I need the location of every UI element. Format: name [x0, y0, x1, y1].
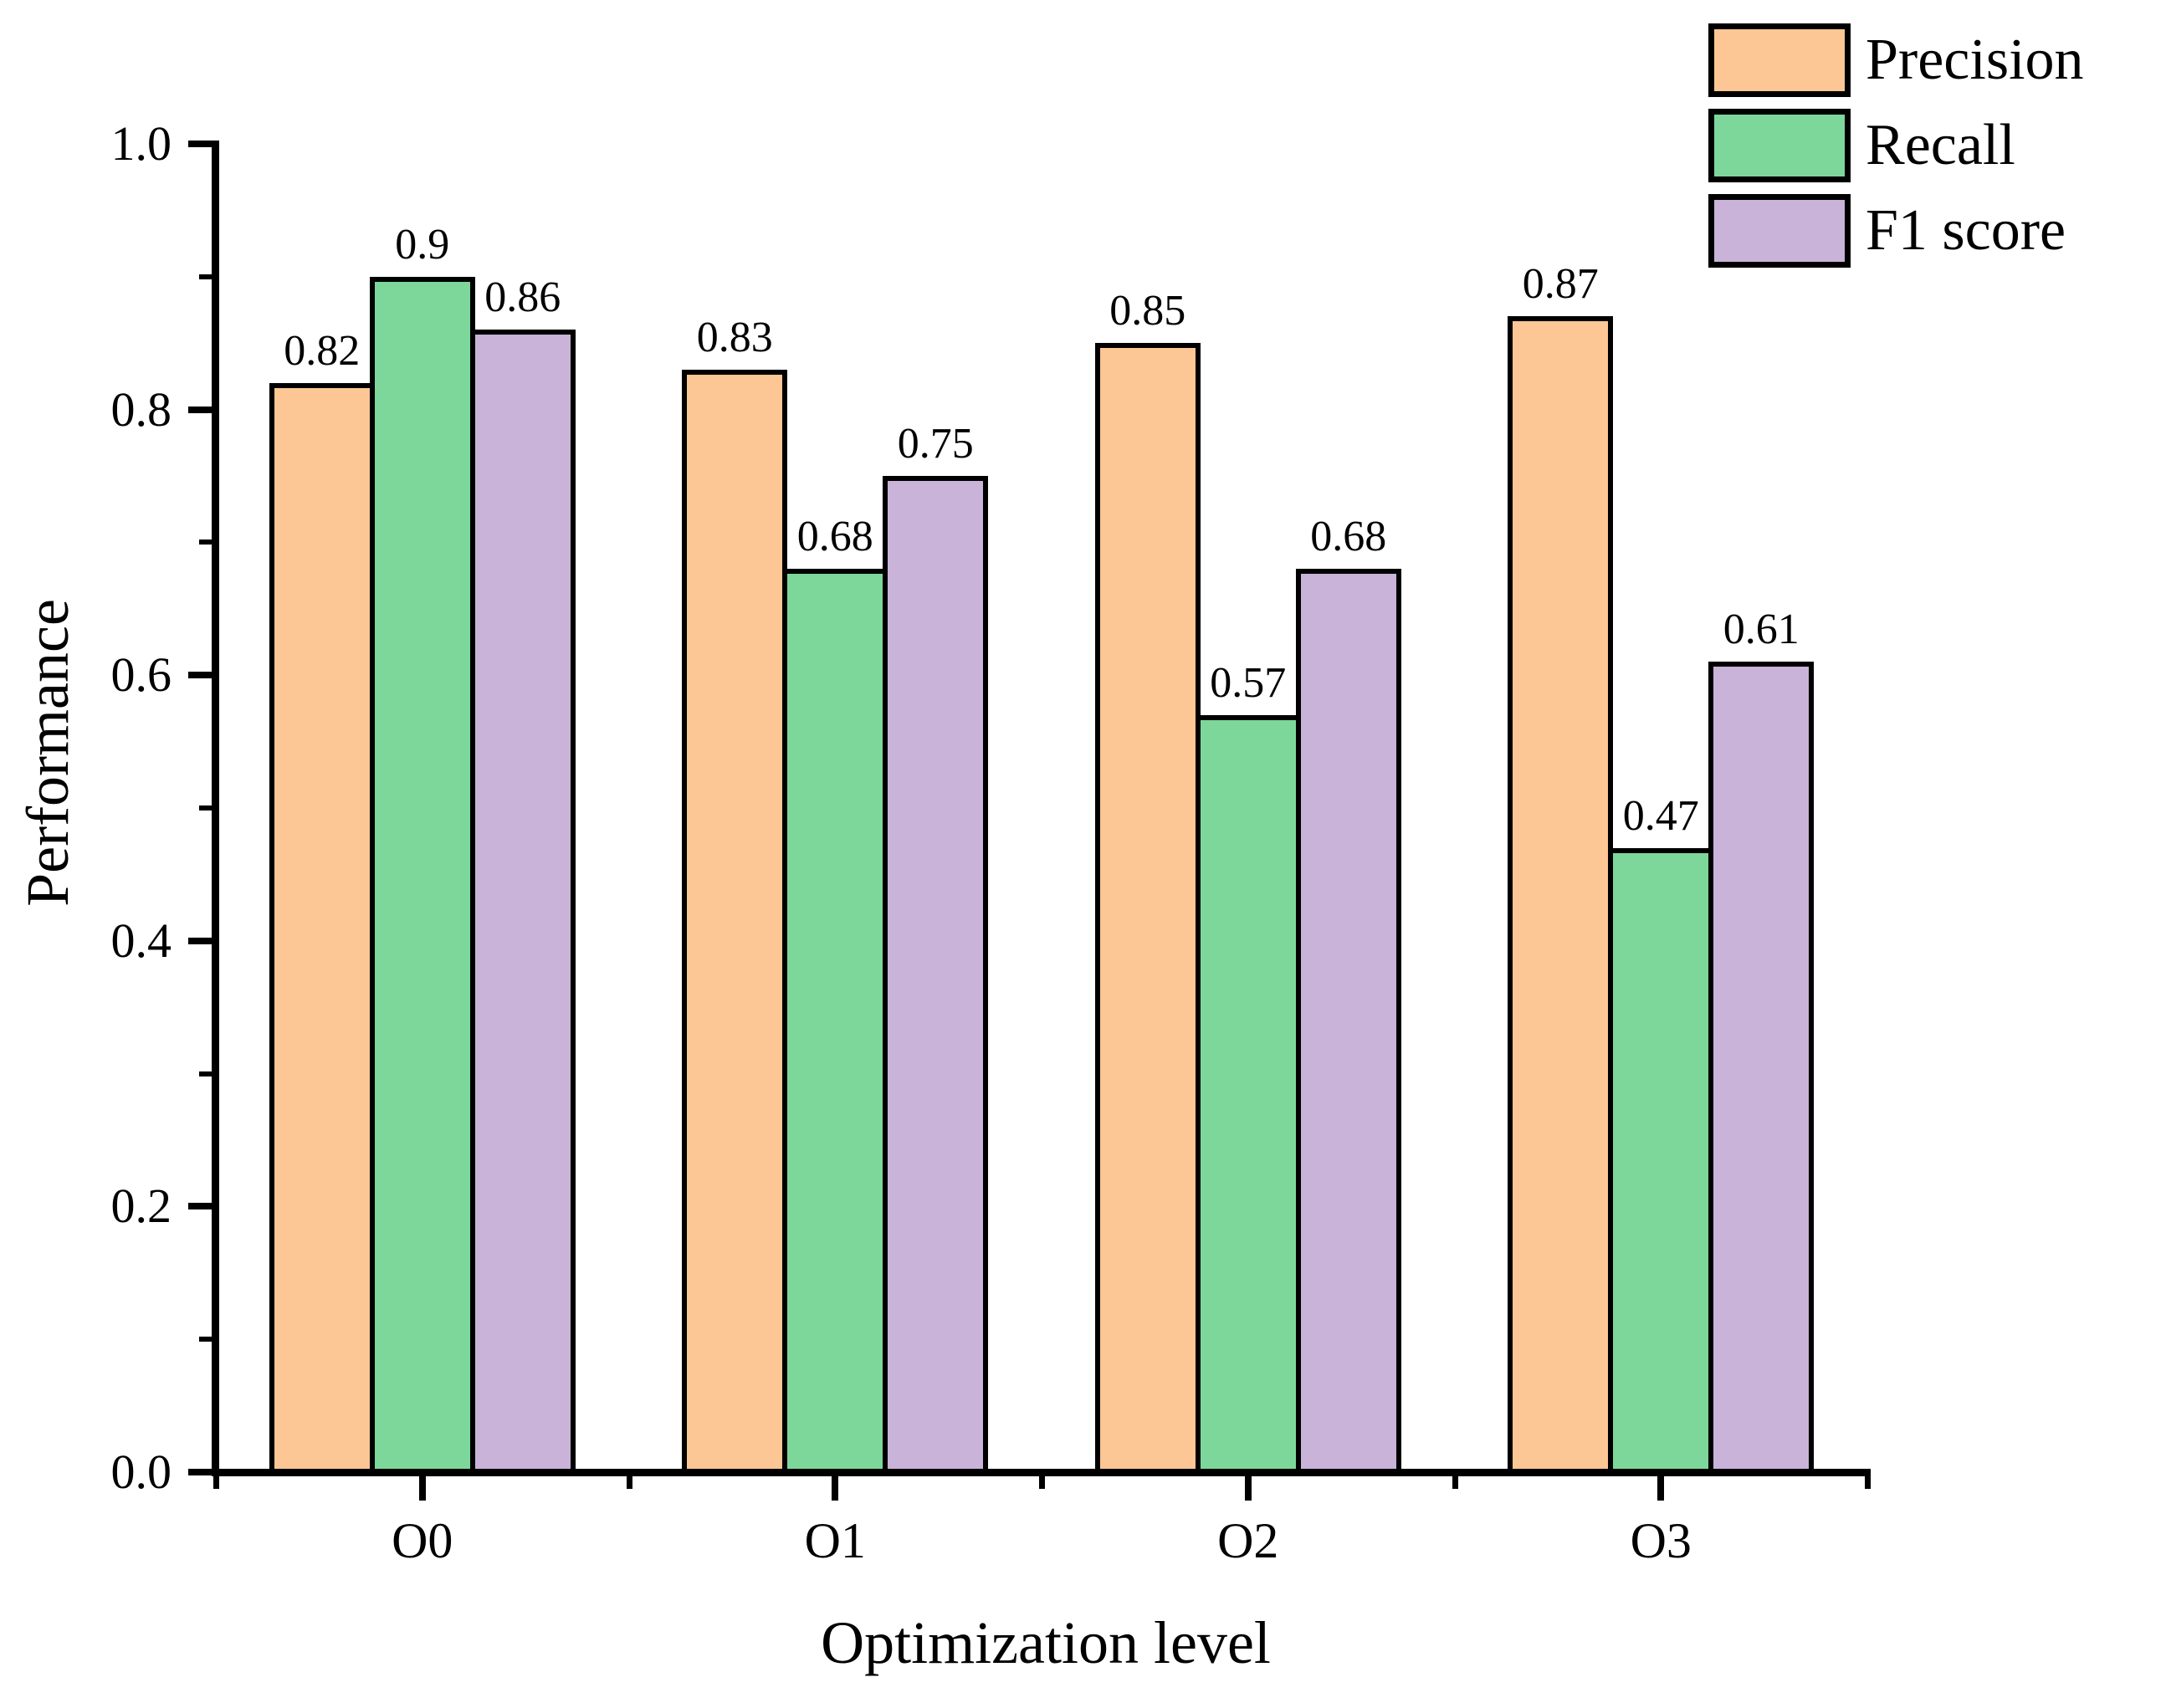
legend-swatch-f1-score [1708, 194, 1851, 268]
bar-precision-O3 [1508, 316, 1614, 1475]
legend-label-precision: Precision [1866, 28, 2084, 92]
x-minor-tick [626, 1475, 632, 1489]
x-minor-tick [1452, 1475, 1458, 1489]
bar-value-label: 0.83 [696, 313, 773, 361]
bar-recall-O3 [1608, 847, 1714, 1475]
legend-label-f1-score: F1 score [1866, 198, 2066, 263]
y-tick-label: 0.2 [110, 1179, 172, 1234]
bar-value-label: 0.47 [1622, 791, 1699, 840]
bar-value-label: 0.87 [1522, 260, 1599, 309]
bar-value-label: 0.61 [1723, 606, 1800, 654]
x-minor-tick [1039, 1475, 1045, 1489]
y-major-tick [188, 406, 212, 413]
y-tick-label: 0.8 [110, 381, 172, 437]
bar-recall-O1 [782, 569, 888, 1475]
bar-value-label: 0.75 [897, 420, 974, 468]
bar-precision-O0 [269, 382, 375, 1475]
bar-f1-score-O0 [469, 330, 576, 1475]
x-major-tick [1657, 1475, 1665, 1501]
x-tick-label: O3 [1630, 1513, 1692, 1568]
bar-precision-O2 [1094, 343, 1201, 1475]
x-tick-label: O0 [392, 1513, 453, 1568]
legend-swatch-recall [1708, 109, 1851, 182]
x-minor-tick [1865, 1475, 1871, 1489]
bar-value-label: 0.68 [796, 513, 873, 561]
legend-swatch-precision [1708, 23, 1851, 97]
bar-f1-score-O3 [1708, 662, 1815, 1475]
y-major-tick [188, 672, 212, 679]
bar-value-label: 0.82 [284, 326, 361, 375]
x-minor-tick [213, 1475, 219, 1489]
legend-label-recall: Recall [1866, 113, 2015, 177]
bar-value-label: 0.85 [1109, 287, 1186, 335]
y-major-tick [188, 141, 212, 147]
y-minor-tick [199, 1071, 212, 1076]
bar-value-label: 0.57 [1210, 658, 1287, 707]
y-tick-label: 0.6 [110, 647, 172, 703]
x-tick-label: O1 [804, 1513, 866, 1568]
y-axis-spine [212, 141, 219, 1475]
bar-value-label: 0.68 [1310, 513, 1387, 561]
y-axis-title: Performance [14, 599, 81, 907]
y-major-tick [188, 937, 212, 944]
x-major-tick [1244, 1475, 1252, 1501]
bar-f1-score-O1 [883, 476, 989, 1475]
bar-recall-O0 [369, 276, 475, 1475]
x-major-tick [832, 1475, 839, 1501]
y-minor-tick [199, 274, 212, 279]
y-minor-tick [199, 540, 212, 545]
x-axis-spine [212, 1469, 1871, 1476]
bar-precision-O1 [682, 369, 788, 1475]
y-tick-label: 0.4 [110, 913, 172, 968]
x-major-tick [418, 1475, 426, 1501]
y-major-tick [188, 1203, 212, 1210]
y-tick-label: 1.0 [110, 116, 172, 171]
bar-f1-score-O2 [1295, 569, 1401, 1475]
y-tick-label: 0.0 [110, 1445, 172, 1499]
bar-recall-O2 [1195, 714, 1301, 1475]
y-minor-tick [199, 805, 212, 811]
bar-value-label: 0.86 [484, 274, 561, 322]
y-major-tick [188, 1469, 212, 1475]
y-minor-tick [199, 1337, 212, 1342]
x-tick-label: O2 [1217, 1513, 1279, 1568]
x-axis-title: Optimization level [821, 1609, 1271, 1676]
bar-value-label: 0.9 [395, 220, 450, 268]
